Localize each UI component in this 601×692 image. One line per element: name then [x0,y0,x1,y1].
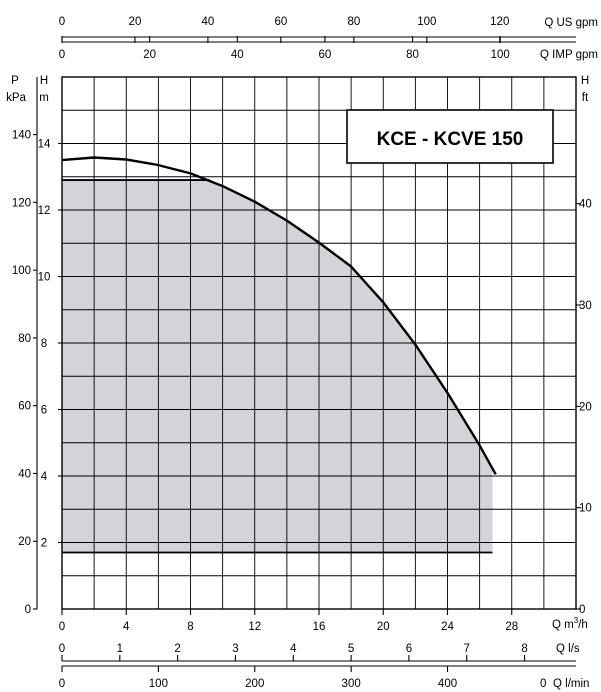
y-axis-tick-label: 8 [41,338,47,350]
operating-area-layer [62,180,493,553]
top-imp-axis-label: Q IMP gpm [540,49,598,61]
right-ft-axis-label-bottom: ft [582,92,589,104]
curve-layer [61,156,497,554]
top-us-axis-tick-label: 100 [417,16,436,28]
top-us-axis-label: Q US gpm [544,17,598,29]
bottom-ls-axis-tick-label: 7 [464,643,470,655]
bottom-ls-axis-tick-label: 2 [174,643,180,655]
left-kpa-axis-tick-label: 100 [12,265,31,277]
y-axis-tick-label: 2 [41,538,47,550]
bottom-ls-axis-tick-label: 6 [406,643,412,655]
plot-frame [61,76,577,610]
x-axis-tick-label: 0 [59,621,65,633]
chart-title-box [346,109,554,164]
x-axis-tick-label: 20 [377,621,390,633]
right-ft-axis-label-top: H [581,75,589,87]
chart-title: KCE - KCVE 150 [377,129,524,150]
top-us-axis-tick-label: 120 [490,16,509,28]
left-kpa-axis-tick-label: 120 [12,197,31,209]
bottom-ls-axis-tick-label: 5 [348,643,354,655]
y-axis-label-bottom: m [39,92,49,104]
left-kpa-axis-tick-label: 40 [18,468,31,480]
top-imp-axis-tick-label: 60 [319,49,332,61]
left-kpa-axis-label-top: P [11,75,19,87]
top-us-axis-tick-label: 40 [202,16,215,28]
x-axis-tick-label: 4 [123,621,130,633]
bottom-ls-axis-tick-label: 3 [232,643,238,655]
left-kpa-axis-tick-label: 0 [25,604,31,616]
x-axis-label-text: Q m [552,619,574,631]
x-axis-tick-label: 12 [248,621,261,633]
right-ft-axis-tick-label: 40 [579,199,592,211]
left-kpa-axis-label-bottom: kPa [6,92,26,104]
bottom-lmin-end-label: 0 [540,678,546,690]
right-ft-axis-tick-label: 30 [579,300,592,312]
performance-curve [61,156,497,475]
x-axis-tick-label: 8 [187,621,193,633]
x-axis-tick-label: 28 [505,621,518,633]
bottom-lmin-axis-tick-label: 200 [245,678,264,690]
bottom-ls-axis-tick-label: 4 [290,643,297,655]
top-us-axis-tick-label: 0 [59,16,65,28]
right-ft-axis-tick-label: 10 [579,503,592,515]
x-axis-label: Q m3/h [552,616,588,631]
bottom-ls-axis-tick-label: 0 [59,643,65,655]
y-axis-tick-label: 10 [38,272,51,284]
bottom-lmin-axis-tick-label: 400 [438,678,457,690]
x-axis-tick-label: 24 [441,621,454,633]
bottom-ls-axis-tick-label: 1 [117,643,123,655]
top-imp-axis-tick-label: 80 [406,49,419,61]
bottom-lmin-axis-label: Q l/min [553,678,589,690]
right-ft-axis-tick-label: 20 [579,401,592,413]
x-axis-tick-label: 16 [313,621,326,633]
right-ft-axis-tick-label: 0 [579,604,585,616]
y-axis-tick-label: 14 [38,139,51,151]
top-imp-axis-tick-label: 20 [143,49,156,61]
axis-layer: 0 4 8 12 16 20 24 28246810121402040608010012014… [12,16,592,690]
y-axis-tick-label: 4 [41,471,48,483]
top-imp-axis-tick-label: 40 [231,49,244,61]
x-axis-label-superscript: 3 [574,616,579,625]
x-axis-label-tail: /h [578,619,588,631]
top-imp-axis-tick-label: 100 [491,49,510,61]
y-axis-label-top: H [40,75,48,87]
top-us-axis-tick-label: 20 [129,16,142,28]
top-us-axis-tick-label: 80 [347,16,360,28]
y-axis-tick-label: 6 [41,405,47,417]
bottom-lmin-axis-tick-label: 300 [342,678,361,690]
top-imp-axis-tick-label: 0 [59,49,65,61]
y-axis-tick-label: 12 [38,205,51,217]
operating-area-fill [62,180,493,553]
bottom-ls-axis-label: Q l/s [556,643,580,655]
left-kpa-axis-tick-label: 20 [18,536,31,548]
bottom-lmin-axis-tick-label: 100 [149,678,168,690]
bottom-lmin-axis-tick-label: 0 [59,678,65,690]
left-kpa-axis-tick-label: 80 [18,333,31,345]
left-kpa-axis-tick-label: 60 [18,401,31,413]
chart-title-group: KCE - KCVE 150 [346,109,554,164]
top-us-axis-tick-label: 60 [274,16,287,28]
bottom-ls-axis-tick-label: 8 [521,643,527,655]
left-kpa-axis-tick-label: 140 [12,130,31,142]
